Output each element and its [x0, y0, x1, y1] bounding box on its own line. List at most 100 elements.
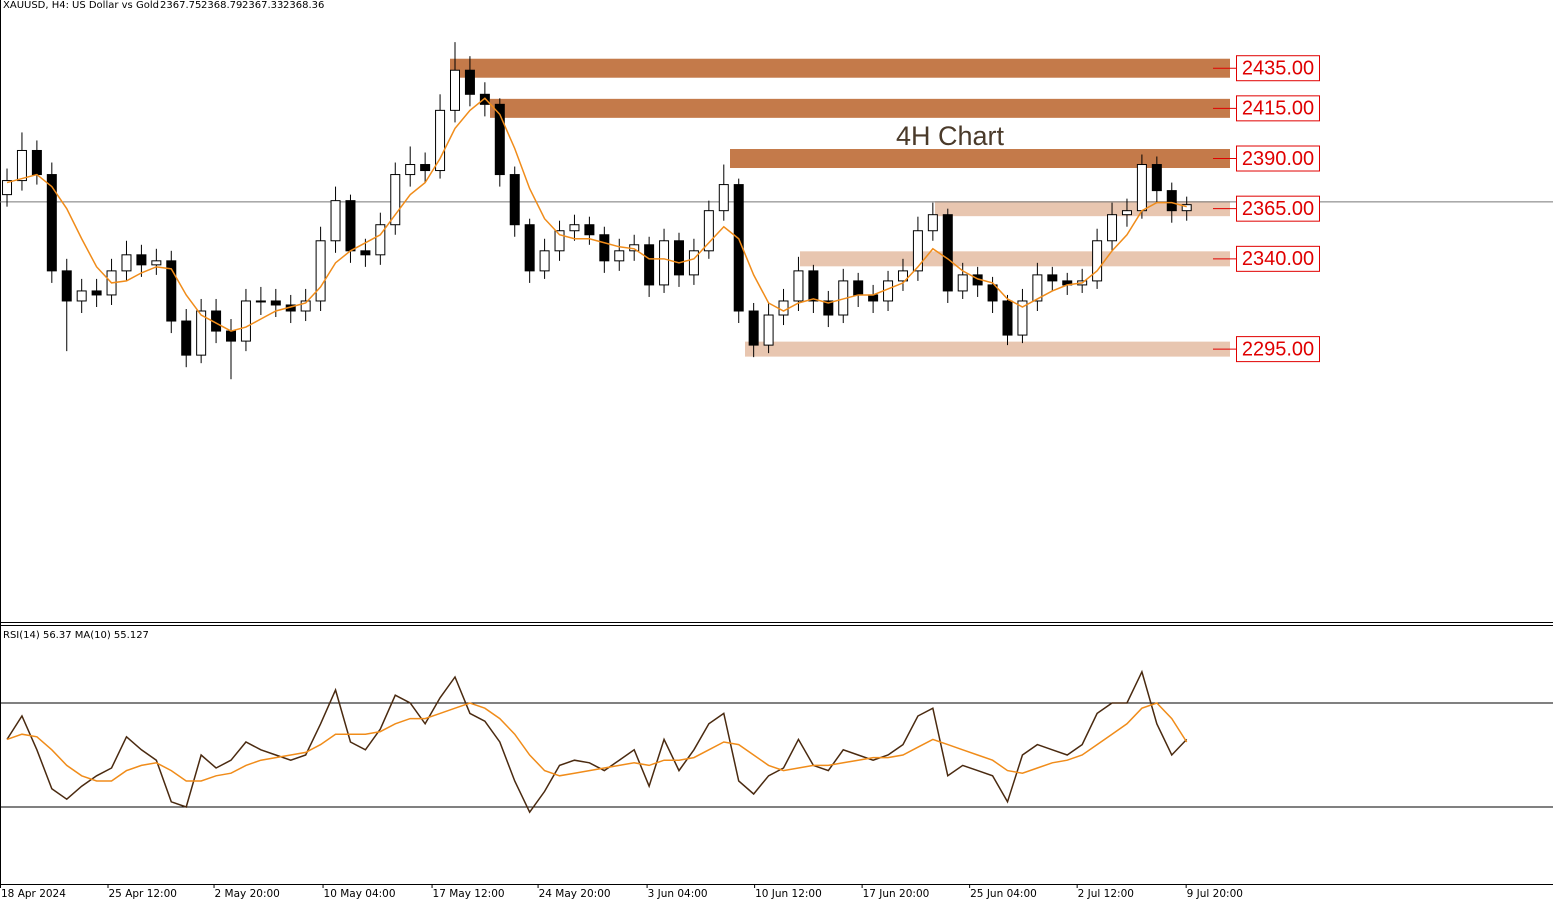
candle-body: [315, 240, 326, 302]
x-tick-label: 9 Jul 20:00: [1187, 888, 1243, 900]
header-price: 2368.36: [283, 0, 324, 11]
candle-body: [91, 290, 102, 296]
level-box: [1236, 245, 1320, 272]
level-zone: [935, 201, 1230, 217]
level-label: 2340.00: [1242, 248, 1314, 270]
level-box: [1236, 95, 1320, 122]
moving-average: [6, 97, 1187, 332]
candle-body: [1092, 240, 1103, 282]
candle-body: [763, 314, 774, 346]
candle-body: [614, 250, 625, 262]
candle-body: [673, 240, 684, 276]
level-box: [1236, 195, 1320, 222]
candle-body: [1032, 274, 1043, 302]
x-tick-label: 17 May 12:00: [433, 888, 505, 900]
candle-body: [957, 274, 968, 292]
candle-body: [46, 174, 57, 272]
x-tick-label: 25 Jun 04:00: [970, 888, 1037, 900]
candle-body: [330, 200, 341, 242]
level-zone: [800, 251, 1230, 267]
candle-body: [584, 224, 595, 236]
candle-body: [136, 254, 147, 266]
candle-body: [1047, 274, 1058, 282]
level-label: 2365.00: [1242, 198, 1314, 220]
candle-body: [166, 260, 177, 322]
candle-body: [853, 280, 864, 296]
candle-body: [226, 330, 237, 342]
rsi-label: RSI(14) 56.37 MA(10) 55.127: [3, 630, 149, 641]
annotation: 4H Chart: [896, 121, 1005, 151]
candle-body: [270, 300, 281, 306]
candle-body: [808, 270, 819, 302]
candle-body: [688, 250, 699, 276]
candle-body: [1181, 204, 1192, 212]
candle-body: [718, 184, 729, 212]
candle-body: [151, 260, 162, 266]
candle-body: [703, 210, 714, 252]
x-tick-label: 10 May 04:00: [324, 888, 396, 900]
x-tick-label: 3 Jun 04:00: [648, 888, 708, 900]
candle-body: [390, 174, 401, 226]
candle-body: [16, 149, 27, 182]
level-zone: [450, 58, 1230, 78]
candle-body: [121, 254, 132, 272]
candle-body: [76, 290, 87, 302]
candle-body: [420, 164, 431, 172]
candle-body: [360, 250, 371, 256]
level-box: [1236, 336, 1320, 363]
candle-body: [405, 164, 416, 176]
x-tick-label: 17 Jun 20:00: [863, 888, 930, 900]
x-tick-label: 2 Jul 12:00: [1078, 888, 1134, 900]
x-tick-label: 25 Apr 12:00: [109, 888, 177, 900]
level-zone: [490, 98, 1230, 118]
x-tick-label: 10 Jun 12:00: [755, 888, 822, 900]
candle-body: [255, 300, 266, 303]
candle-body: [868, 294, 879, 302]
candle-body: [599, 234, 610, 262]
candle-body: [1017, 300, 1028, 336]
header-price: 2367.33: [242, 0, 283, 11]
candle-body: [644, 244, 655, 286]
candle-body: [823, 300, 834, 316]
candle-body: [1002, 300, 1013, 336]
candle-body: [912, 230, 923, 272]
candle-body: [509, 174, 520, 226]
description: US Dollar vs Gold: [72, 0, 159, 11]
candle-body: [300, 300, 311, 312]
level-label: 2415.00: [1242, 98, 1314, 120]
candle-body: [524, 224, 535, 272]
candle-body: [2, 180, 13, 196]
level-label: 2295.00: [1242, 338, 1314, 360]
candle-body: [1166, 190, 1177, 212]
candle-body: [778, 300, 789, 316]
x-tick-label: 2 May 20:00: [215, 888, 280, 900]
level-zone: [745, 341, 1230, 357]
candle-body: [539, 250, 550, 272]
candle-body: [1151, 164, 1162, 192]
candle-body: [449, 69, 460, 111]
rsi-ma-line: [6, 702, 1188, 782]
candle-body: [1121, 210, 1132, 216]
level-zone: [730, 149, 1230, 169]
rsi-line: [6, 669, 1188, 814]
candle-body: [1136, 164, 1147, 212]
candle-body: [1107, 214, 1118, 242]
candle-body: [942, 214, 953, 292]
candle-body: [987, 284, 998, 302]
level-label: 2390.00: [1242, 148, 1314, 170]
candle-body: [240, 300, 251, 342]
level-label: 2435.00: [1242, 58, 1314, 80]
candle-body: [748, 310, 759, 346]
candle-body: [554, 230, 565, 252]
candle-body: [464, 69, 475, 95]
level-box: [1236, 55, 1320, 82]
candle-body: [375, 224, 386, 256]
header-price: 2367.75: [160, 0, 201, 11]
candle-body: [659, 240, 670, 286]
candle-body: [345, 200, 356, 252]
candle-body: [793, 270, 804, 302]
candle-body: [31, 149, 42, 176]
candle-body: [61, 270, 72, 302]
header-price: 2368.79: [201, 0, 242, 11]
